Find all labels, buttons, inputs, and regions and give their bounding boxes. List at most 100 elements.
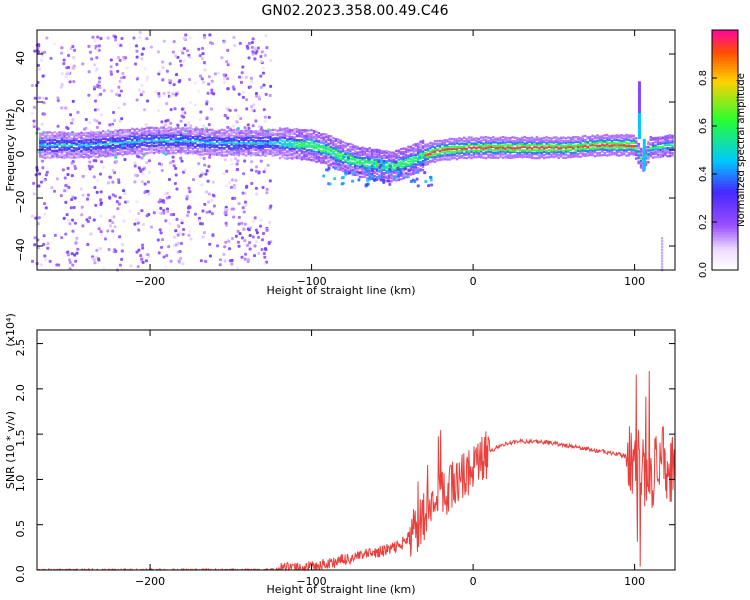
spectrogram-cell [261,146,265,149]
spectrogram-cell [115,62,119,66]
spectrogram-cell [247,129,250,133]
spectrogram-cell [244,133,248,137]
spectrogram-cell [237,92,241,96]
spectrogram-cell [322,145,325,148]
spectrogram-cell [298,134,301,138]
spectrogram-cell [387,176,391,179]
spectrogram-cell [569,141,573,144]
spectrogram-cell [155,147,158,150]
spectrogram-cell [589,142,592,146]
spectrogram-cell [506,139,510,143]
spectrogram-cell [73,221,77,225]
spectrogram-cell [327,143,330,147]
spectrogram-cell [407,169,411,173]
spectrogram-cell [269,138,272,141]
spectrogram-cell [521,141,524,144]
spectrogram-cell [596,154,599,157]
spectrogram-cell [564,156,568,160]
spectrogram-cell [484,151,488,154]
spectrogram-cell [189,146,192,150]
spectrogram-cell [446,155,449,158]
y-tick-label: 40 [14,51,27,65]
spectrogram-cell [244,203,248,207]
spectrogram-cell [315,145,318,149]
spectrogram-cell [467,139,471,142]
spectrogram-cell [305,140,308,144]
spectrogram-cell [135,98,139,102]
spectrogram-cell [264,134,267,137]
spectrogram-cell [528,153,531,157]
spectrogram-cell [547,145,551,149]
spectrogram-cell [228,132,231,136]
spectrogram-cell [111,136,115,140]
spectrogram-cell [167,126,170,129]
spectrogram-cell [400,152,403,156]
spectrogram-cell [150,126,153,129]
spectrogram-cell [180,241,184,245]
spectrogram-cell [128,145,132,149]
spectrogram-cell [339,163,342,167]
spectrogram-cell [264,34,268,38]
spectrogram-cell [181,111,185,115]
spectrogram-cell [133,161,137,165]
spectrogram-cell [249,76,253,80]
spectrogram-cell [232,87,236,91]
spectrogram-cell [235,162,239,166]
spectrogram-cell [337,154,340,157]
spectrogram-cell [489,139,493,142]
spectrogram-cell [371,169,375,173]
spectrogram-cell [97,80,101,84]
spectrogram-cell [55,139,59,143]
spectrogram-cell [162,140,165,144]
spectrogram-cell [550,155,553,158]
spectrogram-cell [315,138,318,141]
spectrogram-cell [356,173,359,177]
spectrogram-cell [496,144,500,148]
spectrogram-cell [222,73,226,77]
spectrogram-cell [324,157,328,160]
spectrogram-cell [33,243,37,247]
spectrogram-cell [109,154,112,157]
spectrogram-cell [443,139,447,142]
spectrogram-cell [189,151,192,154]
spectrogram-cell [286,127,289,130]
spectrogram-cell [113,119,117,123]
spectrogram-cell [494,156,497,159]
spectrogram-cell [111,180,115,184]
spectrogram-cell [193,103,197,107]
spectrogram-cell [368,161,371,164]
spectrogram-cell [463,152,466,155]
spectrogram-cell [131,149,134,153]
spectrogram-cell [146,180,150,184]
spectrogram-cell [134,173,138,177]
spectrogram-cell [266,134,270,137]
spectrogram-cell [140,52,144,56]
spectrogram-cell [39,148,42,151]
spectrogram-cell [562,149,565,153]
spectrogram-cell [666,151,669,154]
spectrogram-cell [198,138,202,141]
spectrogram-cell [237,151,241,155]
spectrogram-cell [208,151,212,154]
spectrogram-cell [94,99,98,103]
spectrogram-cell [201,137,204,141]
spectrogram-cell [637,89,641,93]
spectrogram-cell [244,154,248,157]
spectrogram-cell [259,224,263,228]
spectrogram-cell [438,158,442,162]
spectrogram-cell [206,91,210,95]
spectrogram-cell [591,143,594,147]
spectrogram-cell [160,146,163,149]
spectrogram-cell [39,154,42,157]
spectrogram-cell [135,55,139,59]
spectrogram-cell [403,167,407,171]
spectrogram-cell [637,152,640,155]
spectrogram-cell [177,145,180,149]
spectrogram-cell [283,140,287,143]
spectrogram-cell [668,149,672,153]
spectrogram-cell [198,174,202,178]
spectrogram-cell [492,136,495,139]
spectrogram-cell [220,146,224,149]
spectrogram-cell [128,134,132,138]
spectrogram-cell [305,158,308,161]
